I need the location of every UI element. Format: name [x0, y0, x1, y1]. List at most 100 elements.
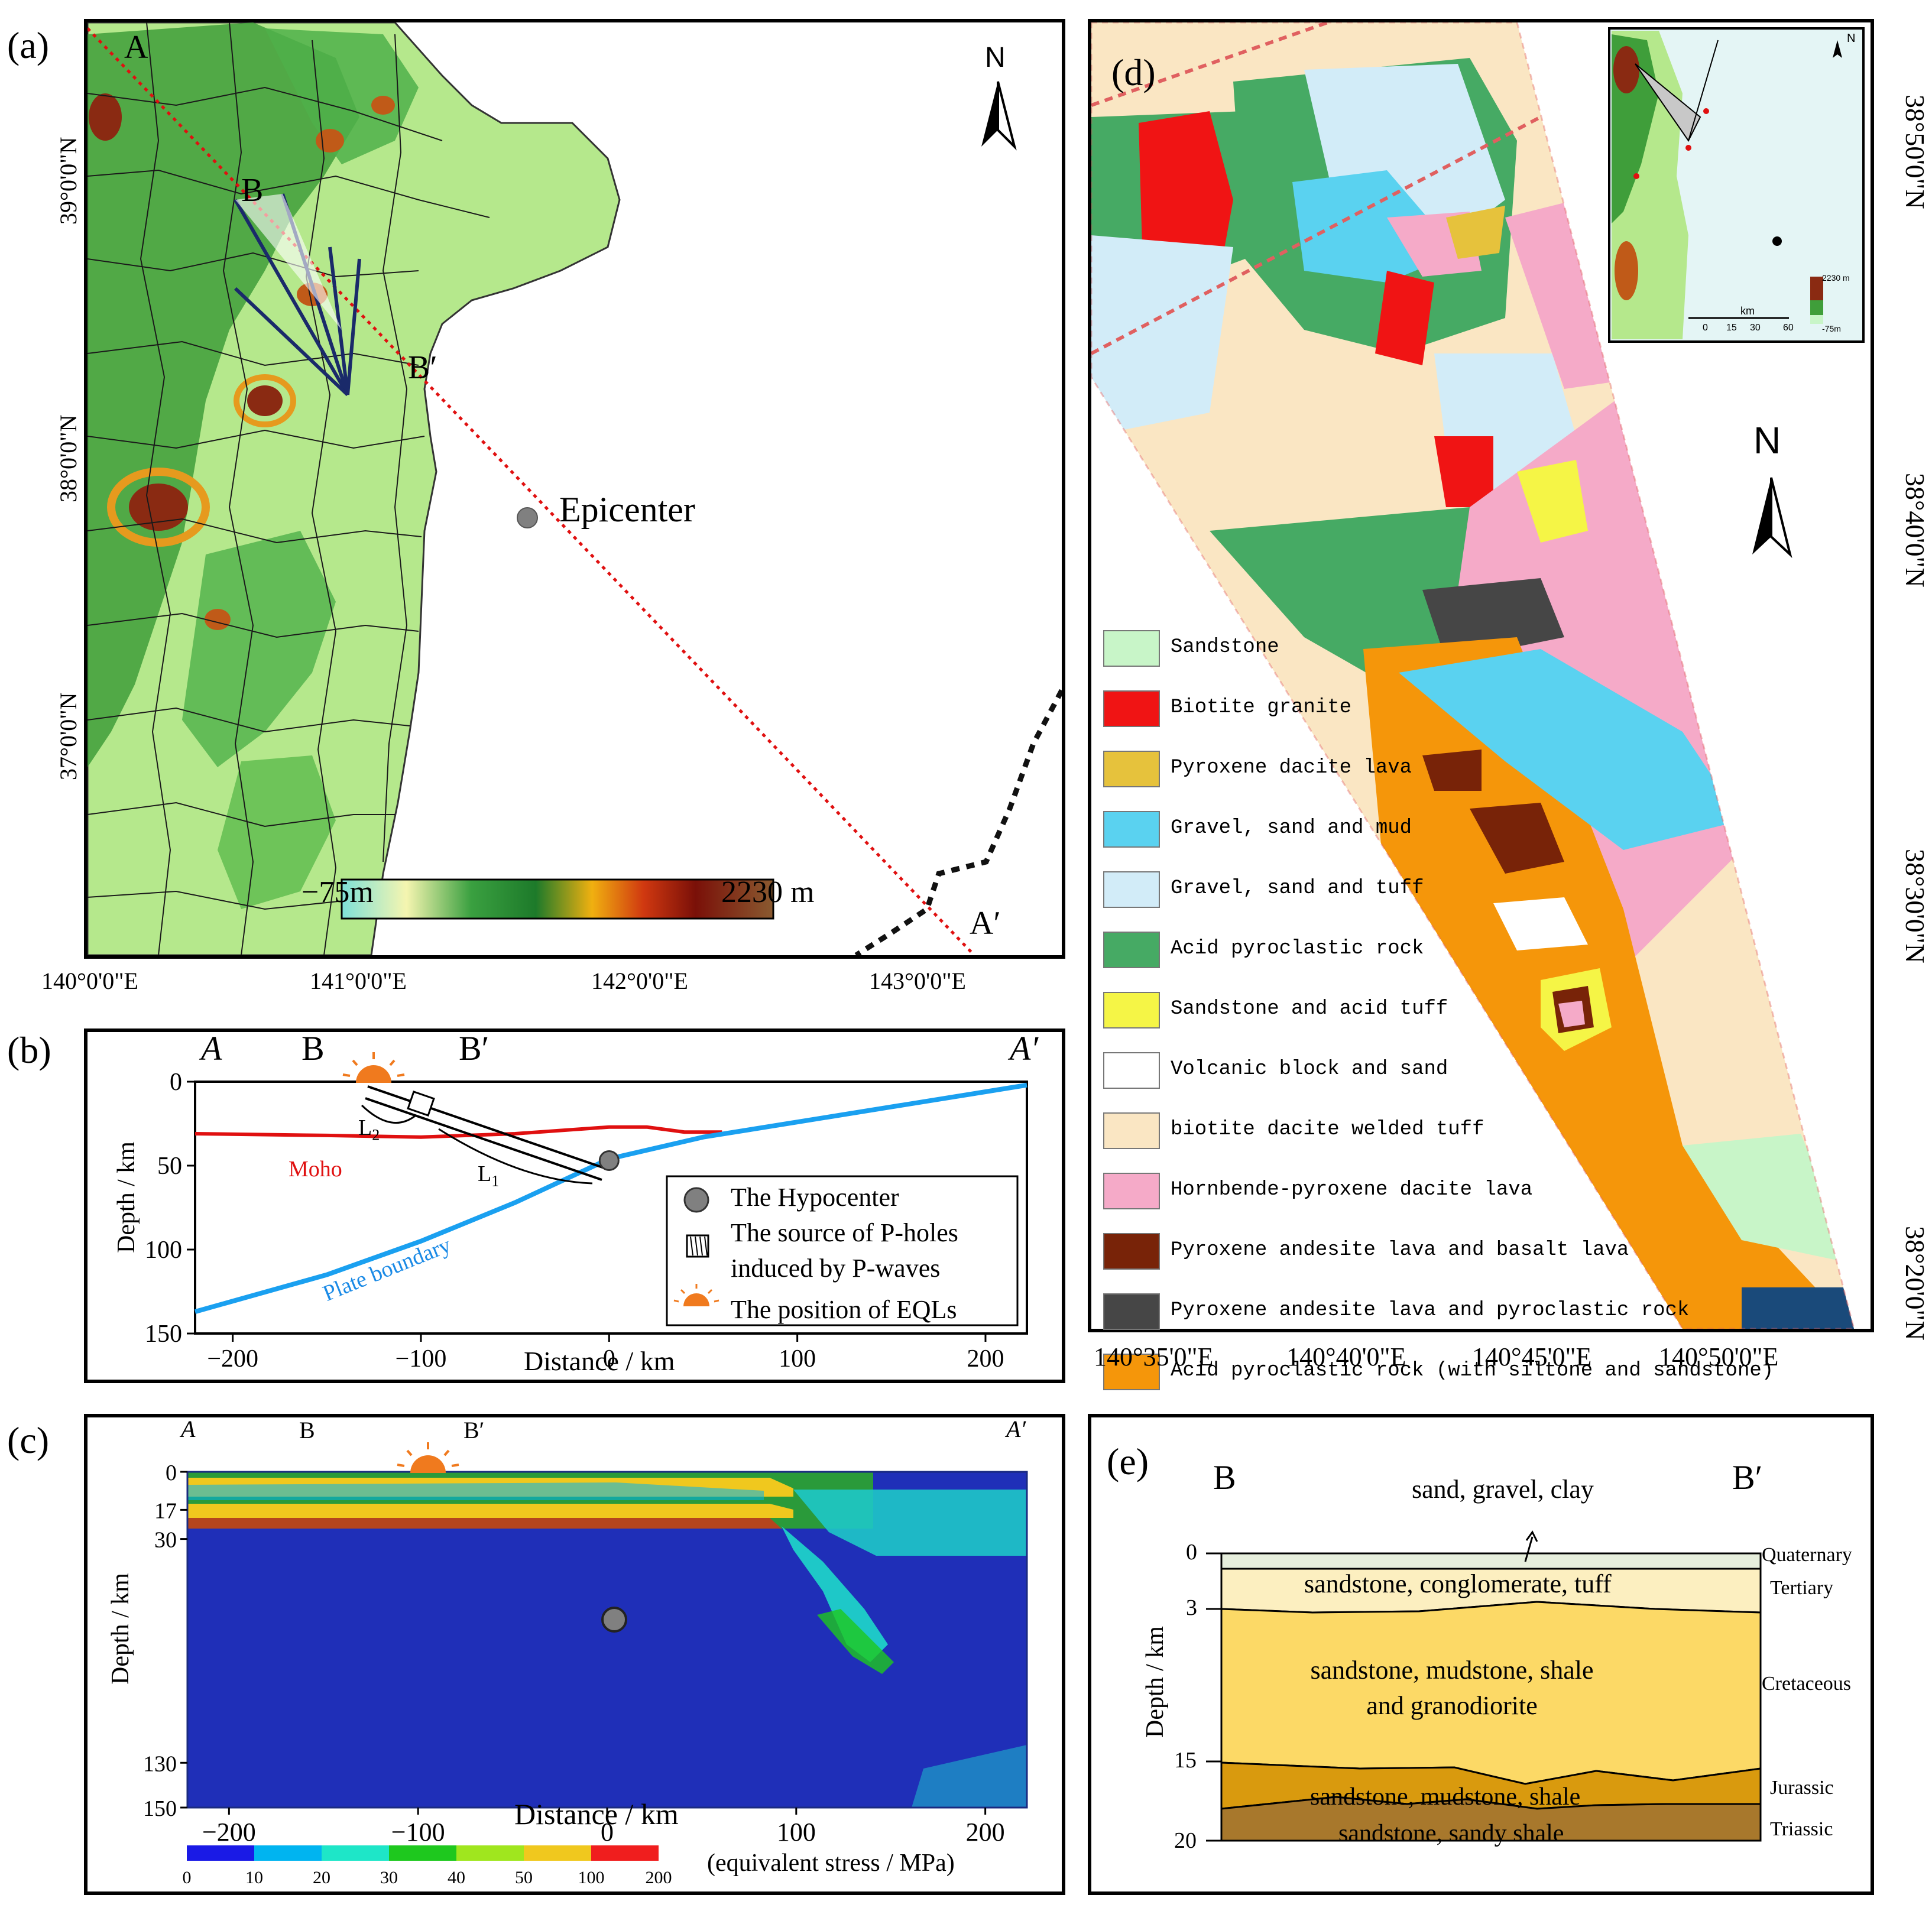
y-axis-ticks: 0 50 100 150 — [145, 1069, 195, 1348]
inset-scale-tick: 60 — [1783, 323, 1794, 333]
y-tick-label: 50 — [157, 1153, 182, 1180]
slab-zone — [782, 1526, 888, 1662]
colorbar-segment — [524, 1845, 591, 1861]
legend-swatch — [1103, 871, 1160, 908]
cretaceous-lithology-2: and granodiorite — [1366, 1691, 1538, 1720]
panel-d-label: (d) — [1111, 51, 1156, 93]
panel-a-map — [84, 19, 1065, 959]
colorbar-segment — [322, 1845, 389, 1861]
mountain-peak — [205, 609, 231, 630]
legend-swatch — [1103, 630, 1160, 667]
lon-tick: 142°0'0"E — [591, 968, 688, 994]
lon-tick: 143°0'0"E — [869, 968, 966, 994]
epicenter-marker — [517, 507, 538, 528]
legend-label: Gravel, sand and mud — [1171, 817, 1412, 839]
point-b-label: B — [241, 172, 264, 209]
legend-label: Acid pyroclastic rock — [1171, 937, 1424, 960]
stress-band-yellow — [187, 1504, 793, 1518]
e-ytick: 3 — [1186, 1595, 1197, 1620]
legend-swatch — [1103, 690, 1160, 727]
colorbar-segment — [254, 1845, 322, 1861]
x-tick-label: 200 — [967, 1345, 1004, 1373]
b-point-b-prime: B′ — [459, 1029, 490, 1068]
legend-swatch — [1103, 1112, 1160, 1149]
lat-tick: 38°0'0"N — [55, 414, 82, 502]
geo-acid-pyroclastic — [1210, 507, 1505, 684]
forest-area — [182, 531, 336, 767]
colorbar-tick-label: 50 — [515, 1868, 533, 1887]
point-a-prime-label: A′ — [970, 905, 1001, 942]
geo-sandstone — [1683, 1134, 1854, 1264]
legend-hypocenter-text: The Hypocenter — [731, 1183, 899, 1212]
c-x-tick-label: 100 — [777, 1818, 816, 1847]
triassic-lithology: sandstone, sandy shale — [1338, 1820, 1564, 1847]
panel-a-label: (a) — [7, 24, 50, 66]
y-tick-label: 150 — [145, 1320, 182, 1348]
c-x-tick-label: 0 — [601, 1818, 614, 1847]
c-colorbar-label: (equivalent stress / MPa) — [707, 1850, 955, 1877]
l2-text: L — [358, 1115, 372, 1140]
d-lon-tick: 140°45'0"E — [1472, 1342, 1592, 1371]
l1-brace — [438, 1128, 593, 1185]
legend-label: Pyroxene andesite lava and basalt lava — [1171, 1239, 1629, 1261]
d-lon-tick: 140°40'0"E — [1286, 1342, 1406, 1371]
mountain-peak — [89, 93, 122, 141]
profile-line-aa — [87, 27, 975, 955]
period-quaternary: Quaternary — [1762, 1544, 1852, 1566]
l2-brace — [361, 1104, 416, 1124]
colorbar-tick-label: 0 — [183, 1868, 192, 1887]
legend-eql-icon — [673, 1284, 719, 1306]
eql-sun-icon — [342, 1052, 405, 1083]
legend-swatch — [1103, 932, 1160, 968]
legend-label: Gravel, sand and tuff — [1171, 877, 1424, 900]
e-ylabel: Depth / km — [1142, 1626, 1169, 1738]
fan-hatch — [235, 194, 342, 330]
b-point-a-prime: A′ — [1010, 1029, 1039, 1068]
legend-label: Volcanic block and sand — [1171, 1058, 1448, 1081]
geology-legend: Sandstone Biotite granite Pyroxene dacite … — [1103, 630, 1774, 1393]
inset-scale-tick: 0 — [1703, 323, 1708, 333]
e-ytick: 20 — [1174, 1828, 1197, 1853]
d-lon-tick: 140°50'0"E — [1659, 1342, 1779, 1371]
trench-line — [854, 689, 1062, 955]
c-y-tick-label: 0 — [166, 1461, 177, 1485]
legend-box — [666, 1175, 1019, 1326]
mountain-peak — [371, 96, 395, 115]
legend-label: Sandstone and acid tuff — [1171, 998, 1448, 1020]
y-tick-label: 0 — [170, 1069, 182, 1096]
mountain-peak — [129, 484, 188, 531]
lon-tick: 141°0'0"E — [310, 968, 407, 994]
c-x-tick-label: 200 — [966, 1818, 1005, 1847]
c-axis-ticks: 0 17 30 130 150 −200 −100 0 100 200 — [143, 1461, 1005, 1847]
p-hole-source — [407, 1091, 435, 1117]
colorbar-tick-label: 200 — [646, 1868, 672, 1887]
epicenter-label: Epicenter — [559, 490, 695, 529]
colorbar-tick-label: 20 — [313, 1868, 330, 1887]
legend-label: Hornbende-pyroxene dacite lava — [1171, 1179, 1533, 1201]
layer-quaternary — [1220, 1552, 1762, 1570]
d-lat-tick: 38°30'0"N — [1900, 849, 1930, 963]
lat-tick: 39°0'0"N — [55, 137, 82, 225]
period-triassic: Triassic — [1770, 1818, 1833, 1840]
stress-zone-cyan — [793, 1490, 1027, 1556]
deep-zone — [912, 1745, 1027, 1808]
note-arrow — [1524, 1536, 1534, 1562]
legend-label: Pyroxene dacite lava — [1171, 757, 1412, 779]
period-cretaceous: Cretaceous — [1762, 1673, 1852, 1695]
colorbar-tick-label: 40 — [448, 1868, 465, 1887]
panel-c-stress-model: 0 17 30 130 150 −200 −100 0 100 200 0 10 20 30 40 50 10… — [143, 1442, 1028, 1887]
d-north-label: N — [1753, 419, 1781, 462]
slab-zone-green — [817, 1609, 894, 1674]
forest-area — [265, 28, 419, 164]
lat-tick: 37°0'0"N — [55, 692, 82, 780]
c-x-tick-label: −100 — [391, 1818, 445, 1847]
colorbar-segment — [456, 1845, 524, 1861]
hypocenter-marker — [598, 1150, 620, 1171]
inset-elev-max: 2230 m — [1822, 273, 1850, 283]
e-ytick: 0 — [1186, 1540, 1197, 1565]
c-y-tick-label: 17 — [154, 1498, 177, 1523]
panel-e-label: (e) — [1107, 1440, 1149, 1482]
legend-label: Biotite granite — [1171, 696, 1352, 719]
c-y-tick-label: 30 — [154, 1528, 177, 1553]
inset-scale-tick: 15 — [1726, 323, 1737, 333]
